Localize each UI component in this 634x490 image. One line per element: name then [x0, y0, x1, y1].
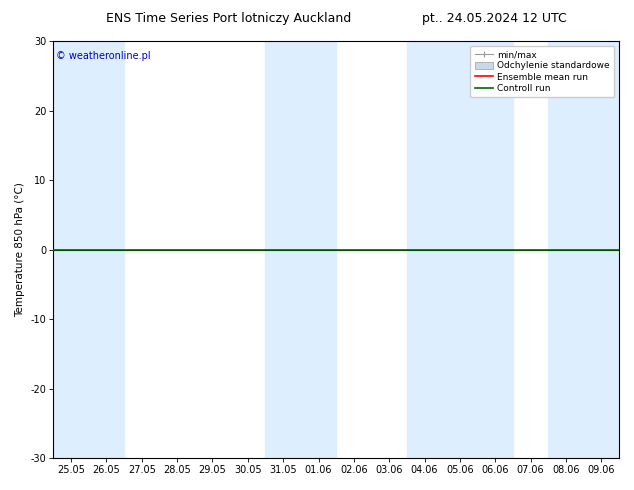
Bar: [266, 41, 336, 458]
Bar: [407, 41, 513, 458]
Y-axis label: Temperature 850 hPa (°C): Temperature 850 hPa (°C): [15, 182, 25, 317]
Text: ENS Time Series Port lotniczy Auckland: ENS Time Series Port lotniczy Auckland: [106, 12, 351, 25]
Text: pt.. 24.05.2024 12 UTC: pt.. 24.05.2024 12 UTC: [422, 12, 567, 25]
Bar: [53, 41, 124, 458]
Legend: min/max, Odchylenie standardowe, Ensemble mean run, Controll run: min/max, Odchylenie standardowe, Ensembl…: [470, 46, 614, 98]
Text: © weatheronline.pl: © weatheronline.pl: [56, 51, 151, 61]
Bar: [548, 41, 619, 458]
